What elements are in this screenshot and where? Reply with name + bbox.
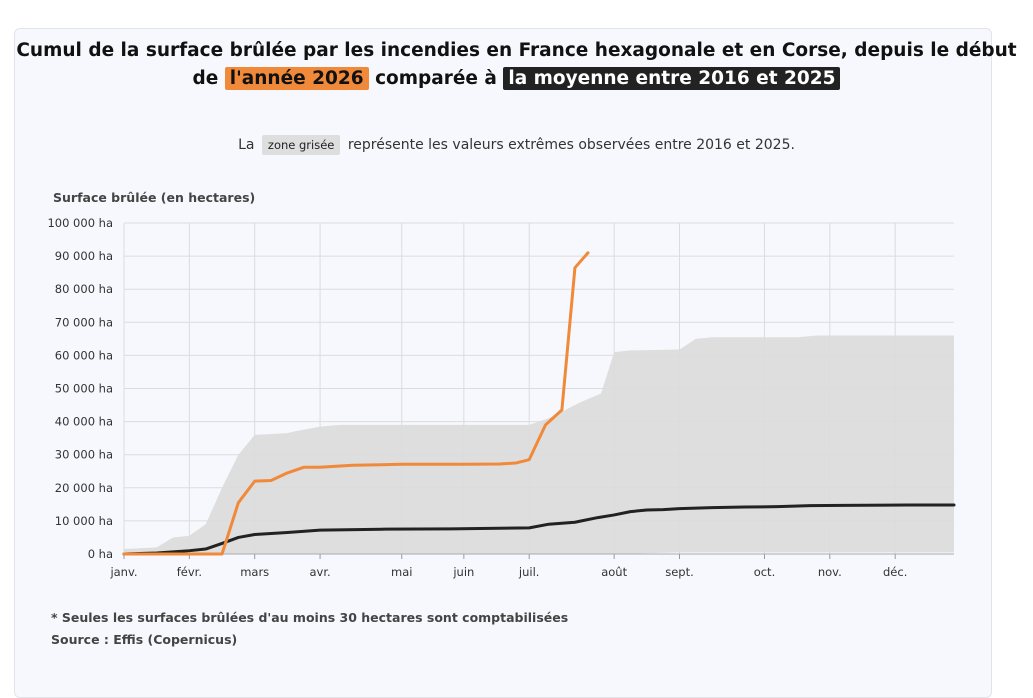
x-tick-label: mai xyxy=(391,565,412,579)
title-part-de: de xyxy=(192,68,219,89)
y-tick-label: 50 000 ha xyxy=(55,382,113,396)
x-tick-label: déc. xyxy=(883,565,907,579)
y-tick-label: 40 000 ha xyxy=(55,415,113,429)
subtitle-after: représente les valeurs extrêmes observée… xyxy=(347,137,795,153)
x-tick-label: août xyxy=(601,565,627,579)
x-tick-label: janv. xyxy=(109,565,137,579)
chart-subtitle: La zone grisée représente les valeurs ex… xyxy=(0,135,1033,155)
x-tick-label: oct. xyxy=(754,565,776,579)
source-note: Source : Effis (Copernicus) xyxy=(51,632,238,647)
y-axis-label: Surface brûlée (en hectares) xyxy=(53,190,256,205)
y-tick-label: 70 000 ha xyxy=(55,315,113,329)
footnote: * Seules les surfaces brûlées d'au moins… xyxy=(51,610,569,625)
y-tick-label: 100 000 ha xyxy=(47,216,113,230)
range-area xyxy=(124,335,954,554)
x-tick-label: nov. xyxy=(818,565,842,579)
y-tick-label: 20 000 ha xyxy=(55,481,113,495)
x-tick-label: sept. xyxy=(665,565,694,579)
x-tick-label: juil. xyxy=(518,565,540,579)
line-chart: 0 ha 10 000 ha 20 000 ha 30 000 ha 40 000 ha… xyxy=(47,216,956,579)
title-line-1: Cumul de la surface brûlée par les incen… xyxy=(16,40,1017,61)
y-tick-label: 60 000 ha xyxy=(55,348,113,362)
x-tick-label: avr. xyxy=(309,565,330,579)
y-tick-label: 30 000 ha xyxy=(55,448,113,462)
x-tick-label: juin xyxy=(452,565,474,579)
y-tick-label: 90 000 ha xyxy=(55,249,113,263)
x-tick-label: févr. xyxy=(177,565,202,579)
title-highlight-average: la moyenne entre 2016 et 2025 xyxy=(503,67,841,90)
title-highlight-year: l'année 2026 xyxy=(224,67,369,90)
subtitle-before: La xyxy=(238,137,255,153)
series-line-2026 xyxy=(122,251,590,556)
y-tick-label: 10 000 ha xyxy=(55,514,113,528)
x-tick-label: mars xyxy=(240,565,269,579)
subtitle-chip-grey-zone: zone grisée xyxy=(261,135,341,155)
title-part-comparee: comparée à xyxy=(375,68,497,89)
y-tick-label: 80 000 ha xyxy=(55,282,113,296)
chart-title: Cumul de la surface brûlée par les incen… xyxy=(0,37,1033,93)
y-tick-label: 0 ha xyxy=(88,547,113,561)
series-line-average xyxy=(122,503,956,556)
